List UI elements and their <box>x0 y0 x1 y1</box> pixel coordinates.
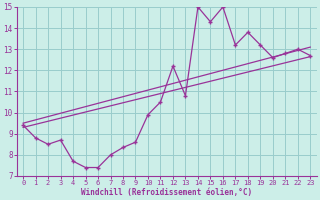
X-axis label: Windchill (Refroidissement éolien,°C): Windchill (Refroidissement éolien,°C) <box>81 188 252 197</box>
